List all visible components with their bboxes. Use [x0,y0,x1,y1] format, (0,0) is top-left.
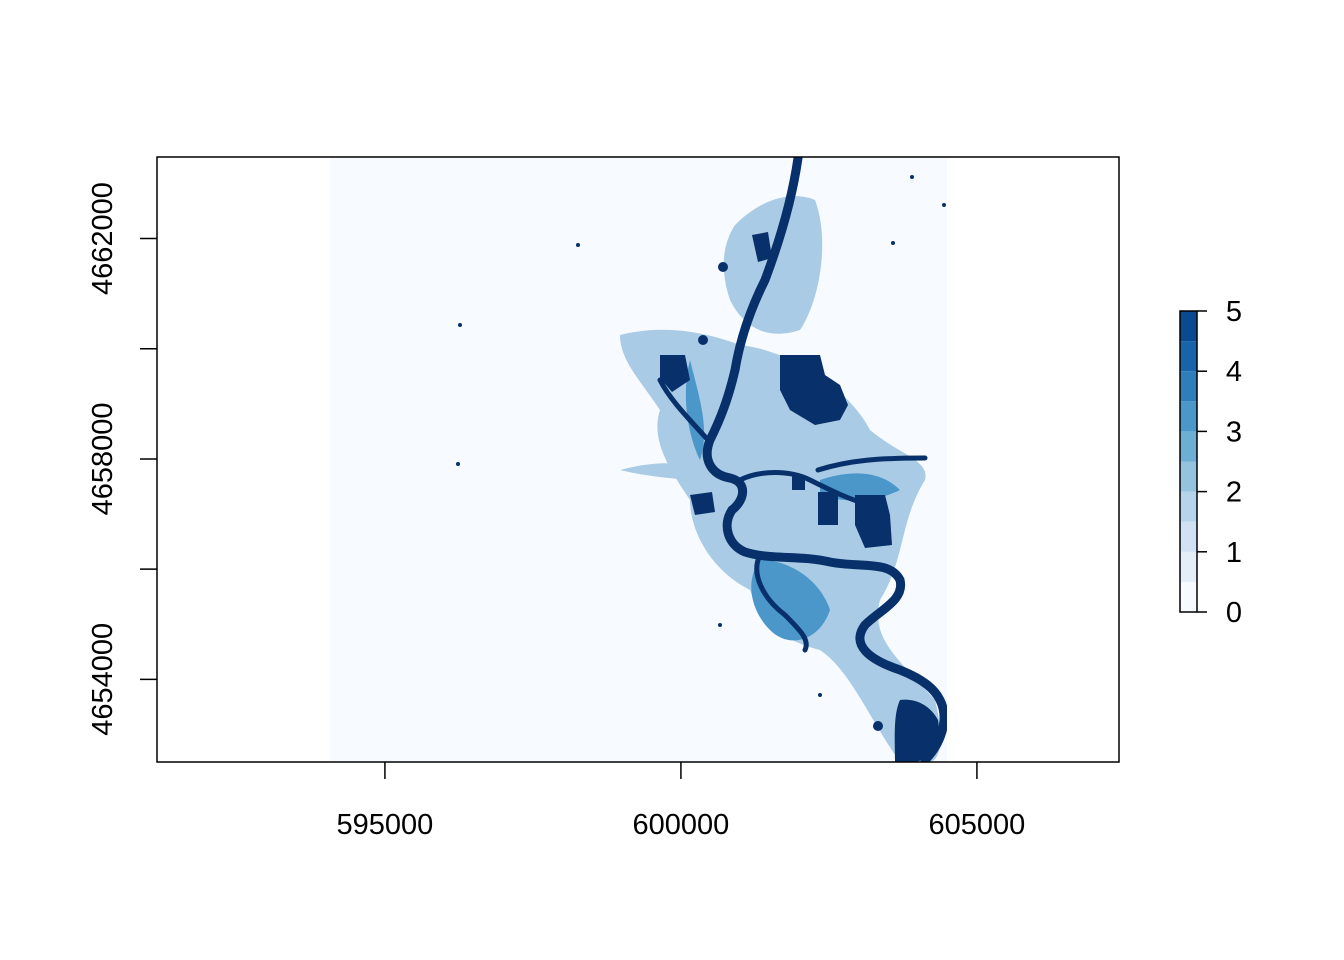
legend-frame [1179,310,1198,613]
legend-swatch [1180,491,1197,522]
legend-swatch [1180,401,1197,432]
legend-tick-label: 1 [1226,537,1242,569]
legend-swatch [1180,311,1197,342]
legend-tick-label: 2 [1226,477,1242,509]
deep-pond-11 [792,475,805,490]
legend-tick-label: 4 [1226,356,1242,388]
deep-pond-3 [818,492,838,525]
legend-swatch [1180,461,1197,492]
deep-pond-9 [698,335,708,345]
deep-pond-2 [855,495,892,548]
river-side-channel-1 [737,470,873,508]
river-channel [702,157,947,762]
legend-swatch [1180,521,1197,552]
legend-swatch [1180,371,1197,402]
speck-5 [818,693,822,697]
x-tick-label: 600000 [633,809,730,841]
speck-4 [718,623,722,627]
y-tick-label: 4654000 [87,623,119,736]
deep-pond-5 [752,232,772,262]
legend-tick-label: 5 [1226,296,1242,328]
deep-pond-8 [718,262,728,272]
legend-tick-label: 3 [1226,416,1242,448]
y-tick-label: 4662000 [87,182,119,295]
floodplain-mid-2 [685,360,705,460]
deep-pond-7 [873,721,883,731]
x-tick-label: 595000 [337,809,434,841]
x-tick-label: 605000 [929,809,1026,841]
floodplain-shallow-west [620,463,700,480]
river-side-channel-3 [657,377,711,443]
legend-swatch [1180,581,1197,612]
legend-swatch [1180,551,1197,582]
legend-swatch [1180,431,1197,462]
color-legend: 0 1 2 3 4 5 [1179,296,1242,629]
speck-2 [576,243,580,247]
speck-3 [910,175,914,179]
legend-tick-label: 0 [1226,597,1242,629]
river-side-channel-4 [815,455,928,473]
speck-7 [891,241,895,245]
floodplain-mid-1 [751,560,830,641]
legend-swatch [1180,341,1197,372]
y-axis: 4654000 4658000 4662000 [87,182,157,736]
deep-pond-4 [660,355,690,392]
y-tick-label: 4658000 [87,402,119,515]
flood-depth-raster [456,157,947,762]
deep-pond-1 [780,355,848,425]
river-side-channel-2 [754,552,809,653]
speck-1 [456,462,460,466]
speck-6 [458,323,462,327]
speck-8 [942,203,946,207]
x-axis: 595000 600000 605000 [337,762,1026,841]
deep-pond-10 [690,492,715,515]
deep-pond-6 [894,699,939,762]
